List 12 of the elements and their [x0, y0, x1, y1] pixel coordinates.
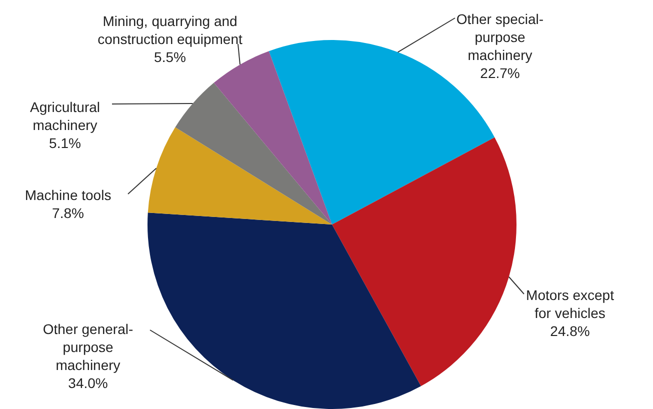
data-label: 7.8% [52, 204, 84, 221]
slice-label: Motors except for vehicles [526, 286, 614, 321]
slice-label: Other special-purpose machinery [456, 10, 544, 63]
slice-label: Agricultural machinery [30, 98, 100, 133]
data-label: 5.5% [154, 48, 186, 65]
data-label: 34.0% [68, 374, 108, 391]
data-label: 5.1% [49, 134, 81, 151]
slice-label: Machine tools [24, 186, 112, 203]
data-label: 22.7% [480, 64, 520, 81]
data-label: 24.8% [550, 322, 590, 339]
slice-label: Mining, quarrying and construction equipment [98, 12, 242, 47]
slice-label: Other general-purpose machinery [42, 320, 134, 373]
